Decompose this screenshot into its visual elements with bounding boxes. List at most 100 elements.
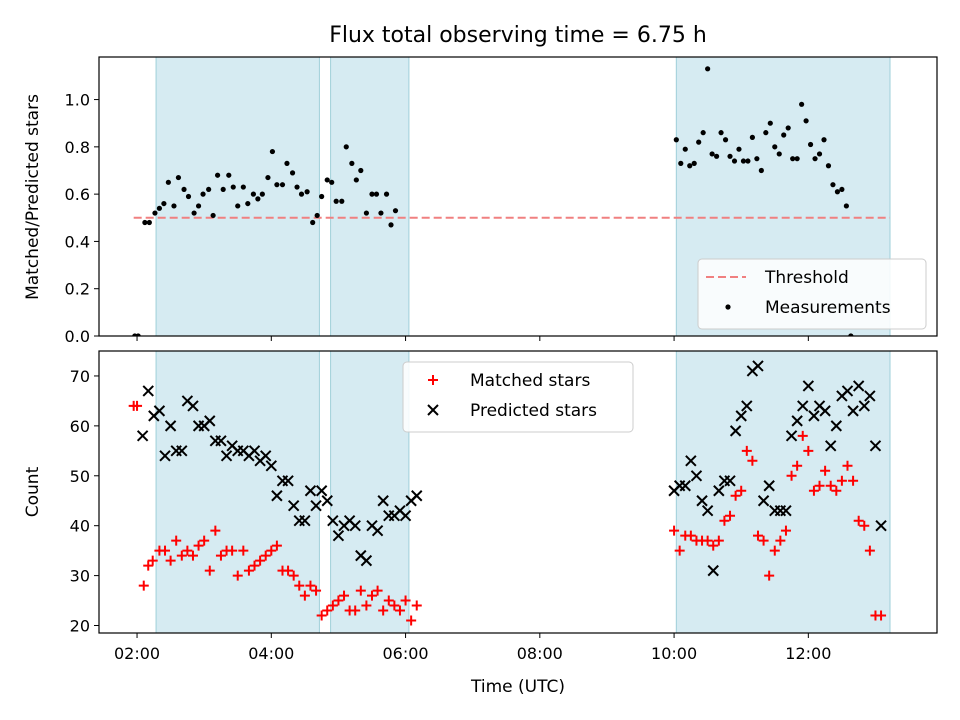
measurement-point <box>156 205 163 211</box>
matched-stars-point <box>747 455 758 466</box>
matched-stars-point <box>752 530 763 541</box>
predicted-stars-point <box>679 480 691 492</box>
predicted-stars-point <box>701 505 714 517</box>
predicted-stars-point <box>825 440 837 452</box>
bottom-observing-window <box>330 351 410 633</box>
predicted-stars-point <box>327 514 339 527</box>
matched-stars-point <box>147 555 158 566</box>
bottom-observing-window <box>155 351 320 633</box>
predicted-stars-point <box>752 360 764 372</box>
predicted-stars-point <box>371 524 384 537</box>
predicted-stars-point <box>741 400 753 412</box>
measurement-point <box>687 163 693 169</box>
predicted-stars-point <box>763 480 775 492</box>
measurement-point <box>235 203 241 209</box>
matched-stars-point <box>372 585 383 596</box>
matched-stars-point <box>859 520 870 531</box>
predicted-stars-point <box>220 450 233 462</box>
measurement-point <box>678 160 684 166</box>
measurement-point <box>200 191 206 197</box>
measurement-point <box>329 179 335 185</box>
measurement-point <box>314 212 320 219</box>
predicted-stars-point <box>153 405 166 417</box>
top-y-tick-label: 1.0 <box>65 91 90 110</box>
measurement-point <box>736 146 742 152</box>
measurement-point <box>210 212 216 219</box>
measurement-point <box>794 156 800 162</box>
matched-stars-point <box>283 565 294 576</box>
matched-stars-point <box>165 555 176 566</box>
predicted-stars-point <box>271 490 283 502</box>
measurement-point <box>763 130 769 136</box>
measurement-point <box>843 203 849 209</box>
matched-stars-point <box>182 545 193 556</box>
top-observing-window <box>330 57 410 336</box>
predicted-stars-point <box>690 470 703 482</box>
measurement-point <box>363 210 369 216</box>
measurement-point <box>161 200 167 207</box>
measurement-point <box>324 177 330 183</box>
predicted-stars-point <box>707 564 719 577</box>
predicted-stars-point <box>819 405 831 417</box>
measurement-point <box>146 219 152 226</box>
predicted-stars-point <box>729 425 742 437</box>
matched-stars-point <box>831 485 842 496</box>
measurement-point <box>245 200 251 207</box>
matched-stars-point <box>210 525 221 536</box>
matched-stars-point <box>339 590 350 601</box>
predicted-stars-point <box>791 415 803 427</box>
matched-stars-point <box>361 600 372 611</box>
predicted-stars-point <box>265 460 278 472</box>
measurement-point <box>388 222 394 228</box>
measurement-point <box>392 208 399 214</box>
measurement-point <box>705 66 711 72</box>
matched-stars-point <box>842 460 853 471</box>
measurement-point <box>740 158 747 164</box>
bottom-observing-window <box>675 351 891 633</box>
predicted-stars-point <box>287 500 300 512</box>
matched-stars-point <box>792 460 803 471</box>
predicted-stars-point <box>187 400 199 412</box>
matched-stars-point <box>741 445 752 456</box>
matched-stars-point <box>355 585 366 596</box>
predicted-stars-point <box>315 485 328 497</box>
measurement-point <box>816 151 823 157</box>
measurement-point <box>722 137 729 143</box>
measurement-point <box>785 125 791 131</box>
matched-stars-point <box>400 595 411 606</box>
measurement-point <box>848 333 854 336</box>
matched-stars-point <box>255 555 266 566</box>
predicted-stars-point <box>696 495 708 507</box>
top-chart-title: Flux total observing time = 6.75 h <box>329 23 707 48</box>
predicted-stars-point <box>360 554 373 567</box>
measurement-point <box>191 210 197 216</box>
bottom-y-tick-label: 70 <box>70 367 90 386</box>
measurement-point <box>825 163 832 169</box>
legend-swatch <box>725 304 731 310</box>
measurement-point <box>731 158 738 164</box>
measurement-point <box>294 184 300 190</box>
matched-stars-point <box>171 535 182 546</box>
measurement-point <box>240 184 246 190</box>
predicted-stars-point <box>830 420 843 432</box>
matched-stars-point <box>708 540 719 551</box>
top-legend: Threshold Measurements <box>697 258 927 330</box>
matched-stars-point <box>322 605 333 616</box>
measurement-point <box>220 186 226 193</box>
measurement-point <box>135 333 141 336</box>
predicted-stars-point <box>204 415 216 427</box>
matched-stars-point <box>288 570 299 581</box>
predicted-stars-point <box>377 495 389 507</box>
predicted-stars-point <box>858 400 870 412</box>
measurement-point <box>834 189 841 195</box>
predicted-stars-point <box>411 490 423 502</box>
measurement-point <box>185 193 192 200</box>
predicted-stars-point <box>248 445 261 457</box>
matched-stars-point <box>215 550 226 561</box>
measurement-point <box>776 151 782 157</box>
matched-stars-point <box>294 580 305 591</box>
matched-stars-point <box>808 485 819 496</box>
measurement-point <box>700 130 706 136</box>
matched-stars-point <box>187 550 198 561</box>
